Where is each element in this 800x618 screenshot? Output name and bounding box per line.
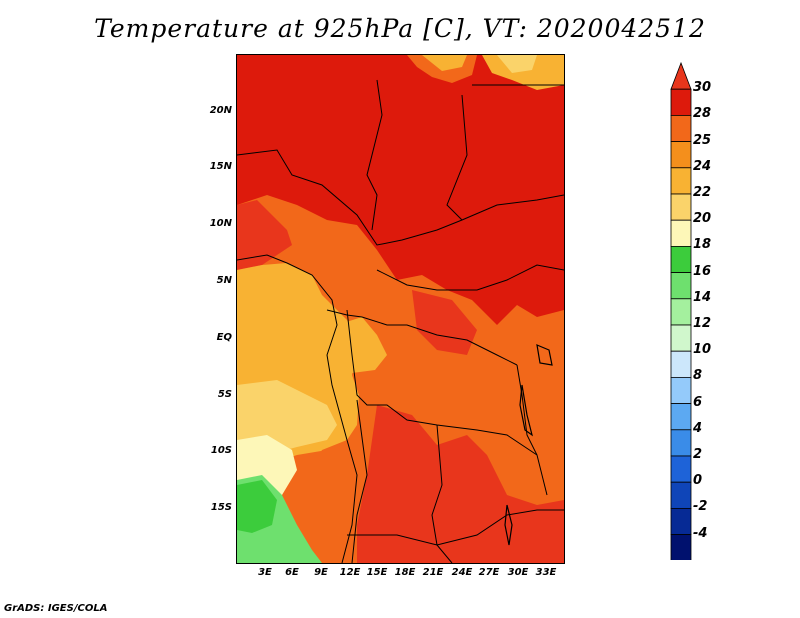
colorbar-label: 24: [693, 158, 712, 174]
lat-tick-eq: EQ: [216, 332, 232, 343]
grads-credit: GrADS: IGES/COLA: [4, 603, 108, 614]
colorbar-segment: [670, 534, 692, 560]
lakes: [504, 344, 553, 546]
colorbar-segment: [670, 115, 692, 143]
country-borders: [237, 79, 564, 563]
colorbar-segment: [670, 88, 692, 116]
colorbar-label: 25: [693, 132, 712, 148]
colorbar-label: 10: [693, 342, 712, 358]
colorbar-label: 14: [693, 289, 712, 305]
lat-tick-5s: 5S: [217, 389, 232, 400]
lat-tick-10s: 10S: [210, 445, 232, 456]
lon-tick-18e: 18E: [394, 567, 416, 578]
colorbar-label: 20: [693, 211, 712, 227]
colorbar-label: -2: [693, 499, 708, 515]
colorbar-segment: [670, 141, 692, 169]
lat-tick-20n: 20N: [209, 105, 232, 116]
lon-tick-33e: 33E: [535, 567, 557, 578]
lat-tick-10n: 10N: [209, 218, 232, 229]
lon-tick-30e: 30E: [507, 567, 529, 578]
colorbar-label: 22: [693, 185, 712, 200]
angola-warm: [297, 440, 357, 563]
lat-tick-15s: 15S: [210, 502, 232, 513]
colorbar-label: 28: [693, 106, 712, 122]
colorbar-segment: [670, 298, 692, 326]
colorbar-segment: [670, 507, 692, 535]
colorbar-segment: [670, 272, 692, 300]
lon-tick-15e: 15E: [366, 567, 388, 578]
lon-tick-3e: 3E: [258, 567, 272, 578]
colorbar-label: 6: [693, 394, 703, 410]
colorbar: [670, 61, 692, 560]
colorbar-segment: [670, 481, 692, 509]
northeast-mild: [482, 55, 564, 90]
colorbar-label: 2: [693, 447, 703, 462]
colorbar-segment: [670, 245, 692, 273]
south-hot: [357, 405, 564, 563]
colorbar-segment: [670, 219, 692, 247]
lon-tick-9e: 9E: [314, 567, 328, 578]
lon-tick-12e: 12E: [339, 567, 361, 578]
colorbar-segment: [670, 376, 692, 404]
colorbar-segment: [670, 455, 692, 483]
colorbar-label: 12: [693, 316, 712, 331]
chart-title: Temperature at 925hPa [C], VT: 202004251…: [94, 14, 706, 43]
colorbar-label: 0: [693, 473, 703, 489]
lon-tick-6e: 6E: [285, 567, 299, 578]
colorbar-segment: [670, 403, 692, 431]
colorbar-segment: [670, 324, 692, 352]
colorbar-segment: [670, 167, 692, 195]
colorbar-label: -4: [693, 525, 708, 541]
colorbar-label: 8: [693, 368, 703, 384]
hot-coast: [237, 200, 292, 270]
north-mild: [422, 55, 467, 71]
colorbar-label: 18: [693, 237, 712, 253]
colorbar-segment: [670, 350, 692, 378]
northeast-cool: [497, 55, 537, 73]
colorbar-top-arrow: [670, 61, 692, 90]
colorbar-label: 30: [693, 80, 712, 96]
colorbar-label: 4: [693, 420, 703, 436]
lon-tick-27e: 27E: [478, 567, 500, 578]
southwest-green: [237, 480, 277, 533]
colorbar-segments: [670, 61, 692, 560]
lon-tick-21e: 21E: [422, 567, 444, 578]
lat-tick-5n: 5N: [216, 275, 232, 286]
map-svg: [237, 55, 564, 563]
lon-tick-24e: 24E: [451, 567, 473, 578]
colorbar-segment: [670, 193, 692, 221]
lat-tick-15n: 15N: [209, 161, 232, 172]
colorbar-segment: [670, 429, 692, 457]
temperature-map: [236, 54, 565, 564]
colorbar-label: 16: [693, 263, 712, 279]
